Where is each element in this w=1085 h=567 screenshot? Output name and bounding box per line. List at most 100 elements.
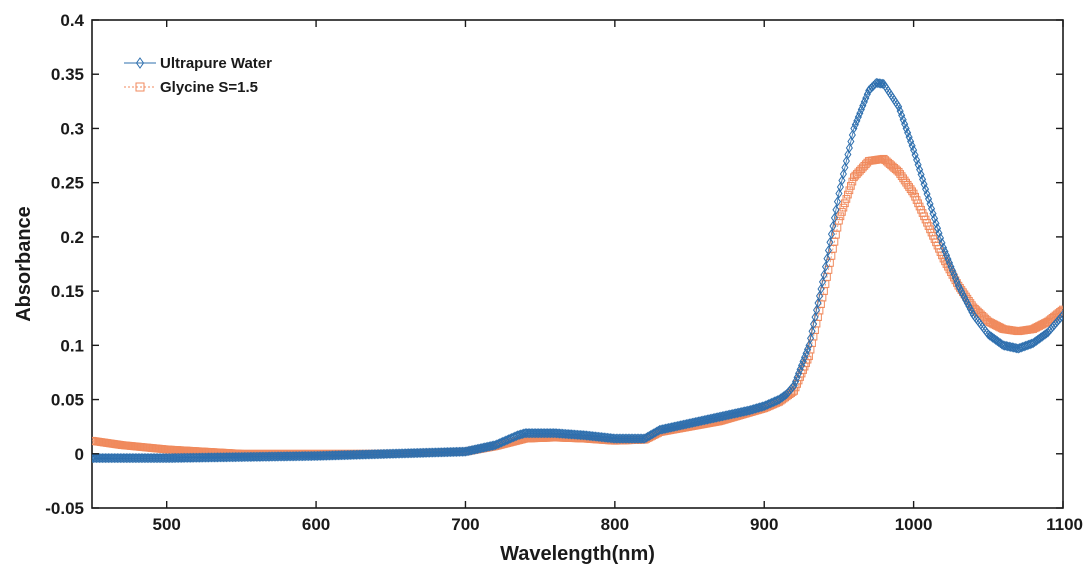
data-point-diamond xyxy=(560,428,568,439)
data-point-diamond xyxy=(923,188,931,200)
data-point-diamond xyxy=(862,93,870,104)
data-point-diamond xyxy=(910,145,918,156)
data-point-diamond xyxy=(573,429,582,440)
data-point-diamond xyxy=(1029,338,1037,349)
data-point-diamond xyxy=(605,432,613,444)
x-tick-label: 800 xyxy=(601,515,629,534)
data-point-diamond xyxy=(913,154,921,165)
data-point-diamond xyxy=(564,429,573,440)
data-point-diamond xyxy=(878,78,886,89)
data-point-diamond xyxy=(804,344,812,355)
data-point-diamond xyxy=(578,430,586,441)
legend-label: Ultrapure Water xyxy=(160,55,272,72)
data-point-diamond xyxy=(920,179,928,190)
data-point-diamond xyxy=(550,428,558,439)
data-point-diamond xyxy=(576,429,585,441)
data-point-diamond xyxy=(827,229,836,240)
data-point-diamond xyxy=(844,149,852,160)
data-point-diamond xyxy=(1037,332,1045,343)
data-point-diamond xyxy=(944,254,952,265)
y-tick-label: 0.25 xyxy=(51,174,84,193)
ticks-layer: 500 600 700 800 900 1000 1100 -0.05 0 0.05 0.1 0.15… xyxy=(45,11,1083,534)
data-point-diamond xyxy=(575,429,583,440)
data-point-diamond xyxy=(594,431,602,442)
data-point-diamond xyxy=(845,142,853,154)
data-point-diamond xyxy=(914,159,922,170)
x-tick-label: 600 xyxy=(302,515,330,534)
y-tick-label: 0.4 xyxy=(60,11,84,30)
data-point-diamond xyxy=(895,101,903,112)
data-point-diamond xyxy=(925,193,933,205)
data-point-diamond xyxy=(780,391,788,402)
data-point-diamond xyxy=(1035,333,1043,344)
data-point-diamond xyxy=(872,77,880,88)
data-point-square xyxy=(847,182,855,190)
data-point-diamond xyxy=(1059,309,1063,321)
data-point-diamond xyxy=(842,155,850,167)
data-point-diamond xyxy=(874,78,882,89)
data-point-square xyxy=(842,195,851,203)
data-point-square xyxy=(845,186,854,195)
series-glycine xyxy=(92,154,1063,458)
data-point-diamond xyxy=(1043,328,1051,339)
series-ultrapure-water xyxy=(92,77,1063,464)
data-point-diamond xyxy=(584,430,592,441)
data-point-diamond xyxy=(606,433,614,444)
data-point-diamond xyxy=(901,119,909,130)
data-point-diamond xyxy=(570,429,579,440)
data-point-diamond xyxy=(839,168,847,180)
data-point-diamond xyxy=(805,340,813,351)
data-point-diamond xyxy=(860,96,868,107)
data-point-diamond xyxy=(857,104,865,115)
data-point-diamond xyxy=(1041,329,1049,340)
y-tick-label: 0 xyxy=(75,445,84,464)
x-tick-label: 1100 xyxy=(1046,515,1083,534)
data-point-diamond xyxy=(585,430,594,441)
data-point-diamond xyxy=(832,204,840,215)
data-point-diamond xyxy=(556,428,564,439)
data-point-diamond xyxy=(566,429,574,440)
data-point-diamond xyxy=(896,106,904,117)
data-point-square xyxy=(92,436,96,445)
data-point-diamond xyxy=(824,245,833,256)
data-point-square xyxy=(844,190,852,199)
data-point-diamond xyxy=(936,232,945,244)
data-point-diamond xyxy=(1038,331,1046,342)
data-point-diamond xyxy=(818,276,827,287)
x-tick-label: 700 xyxy=(451,515,479,534)
data-point-diamond xyxy=(942,250,951,261)
data-point-diamond xyxy=(817,283,825,295)
data-point-diamond xyxy=(790,380,798,391)
data-point-diamond xyxy=(793,372,801,383)
data-point-diamond xyxy=(599,432,607,443)
data-point-diamond xyxy=(927,203,936,214)
data-point-diamond xyxy=(898,110,906,121)
legend-item-ultrapure-water: Ultrapure Water xyxy=(124,55,272,72)
data-point-diamond xyxy=(569,429,577,440)
data-point-diamond xyxy=(608,433,616,444)
data-point-diamond xyxy=(851,119,859,130)
y-tick-label: 0.3 xyxy=(60,119,84,138)
data-point-diamond xyxy=(833,196,841,207)
plot-frame xyxy=(91,19,1064,509)
y-tick-label: -0.05 xyxy=(45,499,84,518)
data-point-diamond xyxy=(567,429,576,440)
data-point-diamond xyxy=(904,127,912,138)
data-point-diamond xyxy=(775,394,783,405)
data-point-diamond xyxy=(830,212,838,223)
data-point-diamond xyxy=(838,175,846,186)
y-tick-label: 0.05 xyxy=(51,391,84,410)
data-point-diamond xyxy=(548,428,556,439)
data-point-diamond xyxy=(938,237,946,248)
data-point-diamond xyxy=(806,333,815,344)
data-point-diamond xyxy=(796,364,804,375)
data-point-diamond xyxy=(581,430,589,441)
data-point-diamond xyxy=(823,253,831,264)
data-point-diamond xyxy=(911,149,919,161)
x-tick-label: 1000 xyxy=(895,515,933,534)
data-point-diamond xyxy=(932,218,940,229)
axis-labels-layer: Wavelength(nm) Absorbance xyxy=(13,206,655,565)
data-point-diamond xyxy=(812,305,821,316)
